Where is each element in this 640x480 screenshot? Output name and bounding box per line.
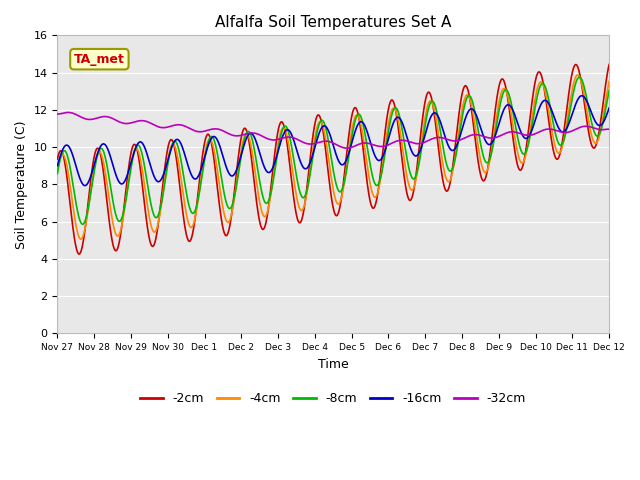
- Legend: -2cm, -4cm, -8cm, -16cm, -32cm: -2cm, -4cm, -8cm, -16cm, -32cm: [135, 387, 531, 410]
- Text: TA_met: TA_met: [74, 53, 125, 66]
- Y-axis label: Soil Temperature (C): Soil Temperature (C): [15, 120, 28, 249]
- Title: Alfalfa Soil Temperatures Set A: Alfalfa Soil Temperatures Set A: [215, 15, 451, 30]
- X-axis label: Time: Time: [318, 358, 349, 371]
